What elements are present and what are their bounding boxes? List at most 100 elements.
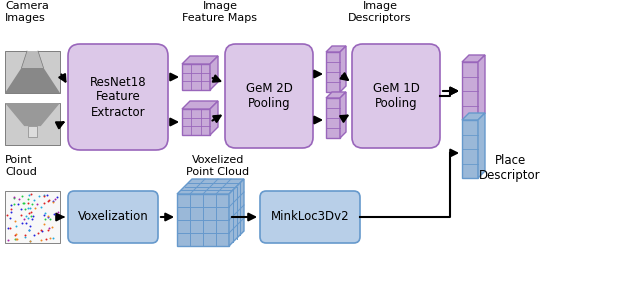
Point [23,216,33,221]
FancyBboxPatch shape [28,126,37,137]
Point [43,215,53,220]
Point [26,201,37,206]
Point [25,238,35,243]
Point [12,236,22,241]
Point [18,200,28,205]
Point [39,212,49,217]
Point [9,196,19,201]
FancyBboxPatch shape [260,191,360,243]
Point [34,193,44,198]
Polygon shape [177,194,229,246]
Polygon shape [182,101,218,109]
FancyBboxPatch shape [68,191,158,243]
Point [36,238,46,242]
Point [25,205,35,210]
Point [33,231,43,235]
Polygon shape [340,92,346,138]
Point [17,194,27,198]
Point [19,217,29,221]
Polygon shape [182,109,210,135]
Polygon shape [478,113,485,178]
Point [26,192,36,196]
Text: Voxelization: Voxelization [77,211,149,223]
Point [3,238,13,242]
Point [11,237,21,241]
Point [30,232,40,237]
FancyBboxPatch shape [5,191,60,243]
Point [23,206,33,211]
Polygon shape [340,46,346,92]
Polygon shape [478,55,485,120]
Point [49,198,59,203]
Text: Camera
Images: Camera Images [5,1,49,22]
Point [37,229,47,234]
Point [41,237,51,242]
Point [25,228,35,232]
Text: Place
Descriptor: Place Descriptor [479,154,541,182]
Polygon shape [326,52,340,92]
Polygon shape [326,98,340,138]
Polygon shape [182,64,210,90]
Point [49,200,59,204]
Text: Voxelized
Point Cloud: Voxelized Point Cloud [186,155,249,177]
Point [25,223,35,228]
Point [5,216,15,220]
Point [44,198,54,202]
Point [43,199,53,204]
Point [45,217,55,222]
Polygon shape [21,51,43,68]
Point [38,221,49,226]
Point [40,217,50,221]
FancyBboxPatch shape [352,44,440,148]
Point [28,198,38,202]
Text: Image
Feature Maps: Image Feature Maps [183,1,258,22]
Point [10,218,20,223]
Point [24,211,34,216]
Point [45,236,55,240]
Polygon shape [5,68,60,93]
Point [9,194,19,199]
Point [44,226,54,230]
Point [6,203,16,207]
Point [21,221,32,226]
Polygon shape [462,113,485,120]
Point [9,202,19,206]
Point [3,226,13,230]
Text: GeM 2D
Pooling: GeM 2D Pooling [246,82,292,110]
Point [21,213,31,218]
Point [23,200,33,205]
Point [9,232,20,237]
Point [35,205,45,209]
FancyBboxPatch shape [5,51,60,93]
Polygon shape [210,101,218,135]
Point [5,226,15,230]
Point [42,193,52,198]
Polygon shape [462,62,478,120]
Point [20,232,30,237]
Point [52,209,62,214]
Polygon shape [462,120,478,178]
Point [43,213,54,218]
Point [43,228,54,232]
Text: Point
Cloud: Point Cloud [5,155,37,177]
Point [6,210,16,215]
Text: GeM 1D
Pooling: GeM 1D Pooling [372,82,420,110]
Point [40,210,50,215]
Point [20,206,30,211]
Point [38,193,49,198]
Point [20,234,30,239]
Point [28,214,38,218]
Point [24,192,34,197]
Point [11,232,21,236]
Polygon shape [326,92,346,98]
Point [6,207,16,212]
Point [50,197,60,202]
FancyBboxPatch shape [225,44,313,148]
Point [18,200,28,205]
Point [47,225,57,230]
Point [48,236,58,241]
Text: ResNet18
Feature
Extractor: ResNet18 Feature Extractor [89,75,146,118]
Point [38,194,49,198]
FancyBboxPatch shape [5,103,60,145]
Point [14,197,25,201]
